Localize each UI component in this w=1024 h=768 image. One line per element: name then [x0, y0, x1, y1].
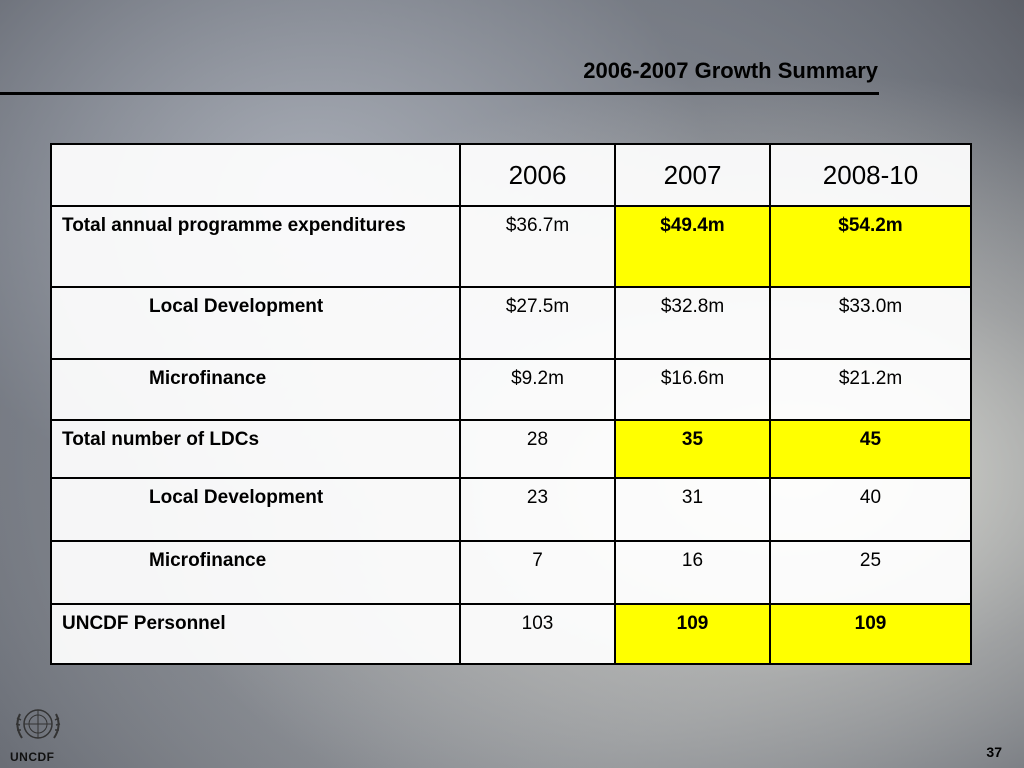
cell-value-highlighted: 109 — [769, 603, 972, 665]
row-label: Microfinance — [50, 540, 461, 605]
cell-value-highlighted: $49.4m — [614, 205, 771, 288]
table-header-row: 2006 2007 2008-10 — [50, 143, 972, 207]
cell-value-highlighted: 35 — [614, 419, 771, 479]
slide-title: 2006-2007 Growth Summary — [583, 58, 878, 83]
header-cell-empty — [50, 143, 461, 207]
cell-value: 23 — [459, 477, 616, 542]
cell-value: $9.2m — [459, 358, 616, 421]
table-row: Total number of LDCs 28 35 45 — [50, 419, 972, 479]
row-label: Local Development — [50, 286, 461, 360]
row-label: Total number of LDCs — [50, 419, 461, 479]
header-cell-2007: 2007 — [614, 143, 771, 207]
cell-value: 28 — [459, 419, 616, 479]
row-label: Total annual programme expenditures — [50, 205, 461, 288]
cell-value: $33.0m — [769, 286, 972, 360]
table-row: Local Development 23 31 40 — [50, 477, 972, 542]
cell-value: $32.8m — [614, 286, 771, 360]
row-label: Local Development — [50, 477, 461, 542]
row-label: Microfinance — [50, 358, 461, 421]
cell-value: 7 — [459, 540, 616, 605]
cell-value: 103 — [459, 603, 616, 665]
table-row: Microfinance 7 16 25 — [50, 540, 972, 605]
cell-value: $16.6m — [614, 358, 771, 421]
page-number: 37 — [986, 744, 1002, 760]
header-cell-2008-10: 2008-10 — [769, 143, 972, 207]
table-row: UNCDF Personnel 103 109 109 — [50, 603, 972, 665]
cell-value-highlighted: $54.2m — [769, 205, 972, 288]
cell-value: $27.5m — [459, 286, 616, 360]
cell-value: 31 — [614, 477, 771, 542]
row-label: UNCDF Personnel — [50, 603, 461, 665]
cell-value-highlighted: 45 — [769, 419, 972, 479]
table-row: Microfinance $9.2m $16.6m $21.2m — [50, 358, 972, 421]
table-row: Total annual programme expenditures $36.… — [50, 205, 972, 288]
cell-value: 25 — [769, 540, 972, 605]
cell-value-highlighted: 109 — [614, 603, 771, 665]
logo-label: UNCDF — [10, 750, 55, 764]
cell-value: 40 — [769, 477, 972, 542]
un-emblem-icon — [15, 709, 61, 739]
table-row: Local Development $27.5m $32.8m $33.0m — [50, 286, 972, 360]
cell-value: $21.2m — [769, 358, 972, 421]
title-rule — [0, 92, 879, 95]
growth-summary-table: 2006 2007 2008-10 Total annual programme… — [50, 143, 972, 665]
header-cell-2006: 2006 — [459, 143, 616, 207]
cell-value: 16 — [614, 540, 771, 605]
cell-value: $36.7m — [459, 205, 616, 288]
